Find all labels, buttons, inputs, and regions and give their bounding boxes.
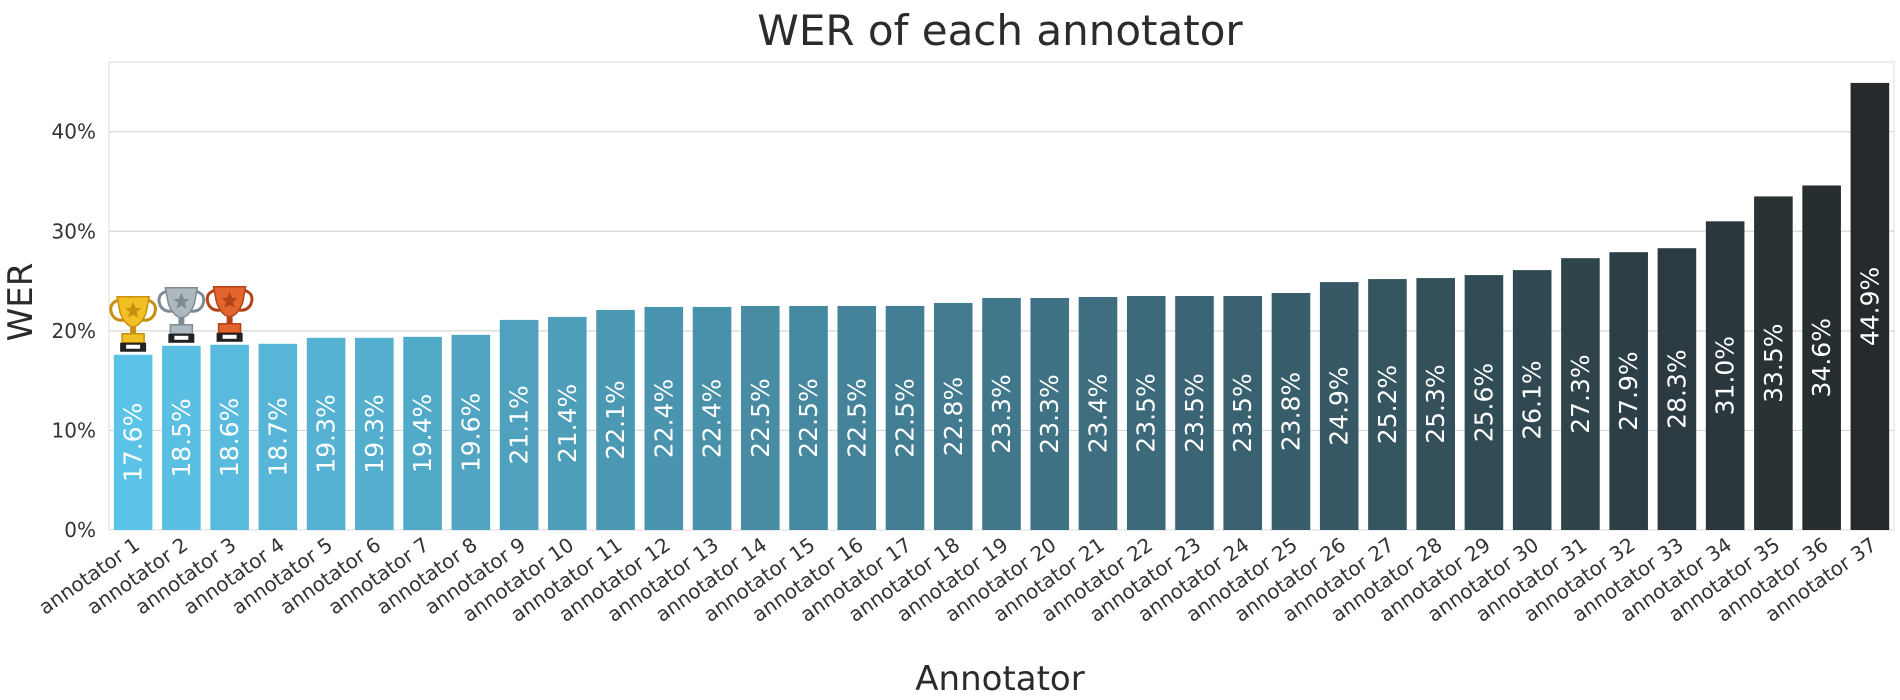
bar-value-label: 26.1% xyxy=(1518,360,1547,439)
bar-value-label: 33.5% xyxy=(1759,324,1788,403)
bar-value-labels: 17.6% 18.5% 18.6% 18.7% 19.3% 19.3% 19.4% 19.6%… xyxy=(119,267,1885,482)
bar-value-label: 23.3% xyxy=(1035,374,1064,453)
bar xyxy=(1850,82,1890,530)
silver-trophy-icon xyxy=(157,287,206,343)
bar xyxy=(1705,221,1745,530)
bar-value-label: 19.6% xyxy=(456,393,485,472)
bar-value-label: 22.8% xyxy=(939,377,968,456)
bar-value-label: 25.3% xyxy=(1421,364,1450,443)
bar xyxy=(355,337,394,530)
bar-value-label: 25.6% xyxy=(1469,363,1498,442)
bar xyxy=(644,306,684,530)
bar-value-label: 18.5% xyxy=(167,398,196,477)
x-axis-title: Annotator xyxy=(915,659,1084,696)
y-tick-label: 30% xyxy=(52,219,96,243)
bar xyxy=(789,305,828,530)
bar-value-label: 23.5% xyxy=(1132,373,1161,452)
bar-value-label: 22.5% xyxy=(746,378,775,457)
bar-value-label: 27.3% xyxy=(1566,354,1595,433)
bar-value-label: 44.9% xyxy=(1855,267,1884,346)
bar-value-label: 19.4% xyxy=(408,394,437,473)
bar-value-label: 23.3% xyxy=(987,374,1016,453)
bar xyxy=(885,305,925,530)
bar xyxy=(1271,293,1311,530)
bar-value-label: 17.6% xyxy=(119,403,148,482)
bar xyxy=(1416,278,1455,530)
bar-value-label: 21.1% xyxy=(505,385,534,464)
bar-value-label: 22.5% xyxy=(891,378,920,457)
y-tick-label: 0% xyxy=(64,518,96,542)
bar-value-label: 25.2% xyxy=(1373,365,1402,444)
chart-title: WER of each annotator xyxy=(757,6,1243,55)
bar-value-label: 22.5% xyxy=(794,378,823,457)
bar-value-label: 28.3% xyxy=(1662,349,1691,428)
bronze-trophy-icon xyxy=(205,286,254,342)
gold-trophy-icon xyxy=(109,295,157,352)
bar xyxy=(306,337,346,530)
bar xyxy=(1512,270,1552,530)
bar xyxy=(499,319,539,530)
bar-value-label: 22.4% xyxy=(649,379,678,458)
bar xyxy=(1802,185,1841,530)
bar-value-label: 23.8% xyxy=(1276,372,1305,451)
bar-value-label: 22.5% xyxy=(842,378,871,457)
bar-value-label: 19.3% xyxy=(312,394,341,473)
bar xyxy=(1175,296,1214,530)
bar xyxy=(1561,258,1600,530)
bar xyxy=(1754,196,1793,530)
bar xyxy=(1223,296,1263,530)
y-axis-ticks: 0% 10% 20% 30% 40% xyxy=(52,120,96,542)
bar xyxy=(113,354,153,530)
bar xyxy=(451,334,491,530)
trophies xyxy=(109,286,254,352)
bar xyxy=(403,336,442,530)
bar xyxy=(1464,275,1504,530)
bar xyxy=(692,306,732,530)
bar xyxy=(837,305,877,530)
bar xyxy=(210,344,249,530)
bar xyxy=(740,305,780,530)
bar xyxy=(548,316,587,530)
bar-value-label: 23.4% xyxy=(1083,374,1112,453)
y-tick-label: 40% xyxy=(52,120,96,144)
bar xyxy=(1657,248,1697,530)
y-tick-label: 10% xyxy=(52,418,96,442)
bar-value-label: 18.7% xyxy=(263,397,292,476)
bar-value-label: 21.4% xyxy=(553,384,582,463)
bar xyxy=(1078,296,1118,530)
bar-value-label: 34.6% xyxy=(1807,318,1836,397)
bar-value-label: 24.9% xyxy=(1325,366,1354,445)
bar-value-label: 23.5% xyxy=(1228,373,1257,452)
bar xyxy=(162,345,201,530)
bar xyxy=(982,297,1021,530)
bar-value-label: 22.4% xyxy=(698,379,727,458)
bar-value-label: 27.9% xyxy=(1614,351,1643,430)
bar-value-label: 22.1% xyxy=(601,380,630,459)
bar xyxy=(1609,252,1648,530)
bar-value-label: 18.6% xyxy=(215,398,244,477)
bar xyxy=(596,309,635,530)
bar-value-label: 19.3% xyxy=(360,394,389,473)
bar-value-label: 23.5% xyxy=(1180,373,1209,452)
y-tick-label: 20% xyxy=(52,319,96,343)
bar xyxy=(933,302,973,530)
bar xyxy=(258,343,298,530)
bar xyxy=(1319,282,1359,530)
bar-value-label: 31.0% xyxy=(1711,336,1740,415)
bars xyxy=(113,82,1890,530)
bar xyxy=(1030,297,1070,530)
y-axis-title: WER xyxy=(1,263,41,342)
bar xyxy=(1126,296,1166,530)
bar xyxy=(1368,279,1407,530)
